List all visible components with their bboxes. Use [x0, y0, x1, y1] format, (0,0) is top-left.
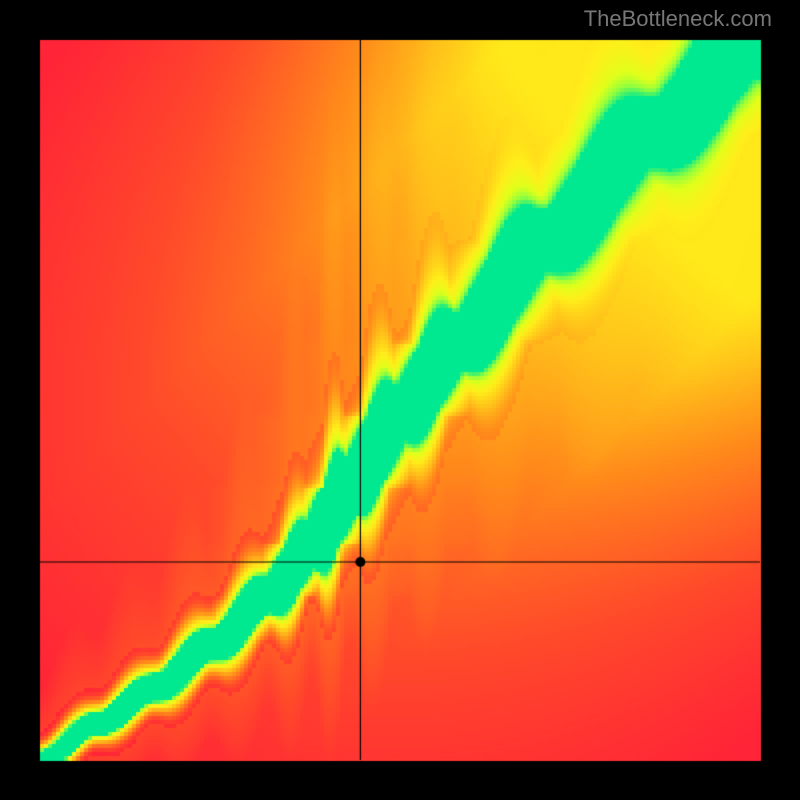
bottleneck-heatmap-canvas — [0, 0, 800, 800]
chart-container: TheBottleneck.com — [0, 0, 800, 800]
watermark-text: TheBottleneck.com — [584, 6, 772, 32]
